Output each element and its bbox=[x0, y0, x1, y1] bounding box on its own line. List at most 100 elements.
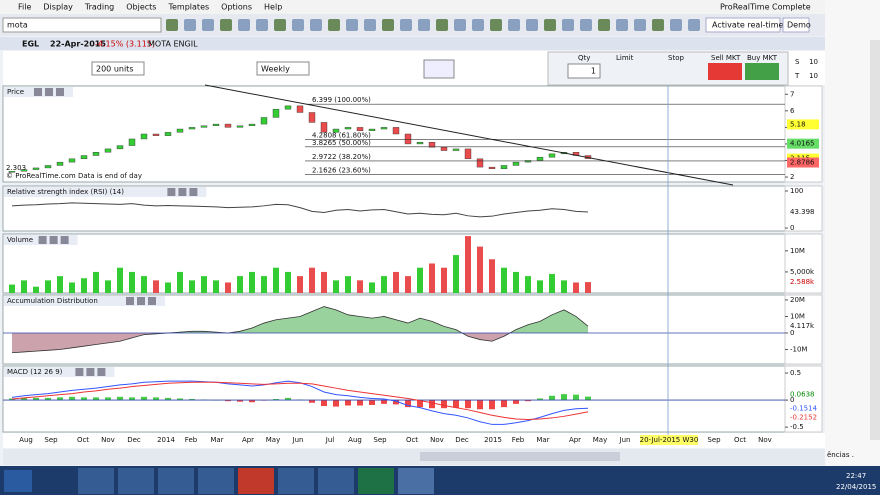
tool-icon[interactable] bbox=[526, 19, 538, 31]
task-app[interactable] bbox=[78, 468, 114, 494]
qty-input[interactable] bbox=[567, 63, 601, 79]
tool-icon[interactable] bbox=[418, 19, 430, 31]
tool-icon[interactable] bbox=[688, 19, 700, 31]
panel-button[interactable] bbox=[189, 188, 198, 196]
panel-button[interactable] bbox=[167, 188, 176, 196]
tool-icon[interactable] bbox=[616, 19, 628, 31]
panel-button[interactable] bbox=[34, 88, 42, 96]
candle bbox=[164, 132, 172, 136]
panel-button[interactable] bbox=[148, 297, 156, 305]
y-tick-label: 0 bbox=[790, 224, 794, 232]
tool-icon[interactable] bbox=[382, 19, 394, 31]
tool-icon[interactable] bbox=[364, 19, 376, 31]
tool-icon[interactable] bbox=[508, 19, 520, 31]
tool-icon[interactable] bbox=[328, 19, 340, 31]
tool-icon[interactable] bbox=[544, 19, 556, 31]
panel-button[interactable] bbox=[97, 368, 106, 376]
y-tick-label: 10M bbox=[790, 312, 805, 320]
demo-button[interactable] bbox=[782, 17, 810, 33]
histogram-bar bbox=[321, 400, 327, 407]
panel-button[interactable] bbox=[137, 297, 145, 305]
tool-icon[interactable] bbox=[490, 19, 502, 31]
buy-button[interactable] bbox=[745, 63, 779, 80]
tool-icon[interactable] bbox=[202, 19, 214, 31]
tool-icon[interactable] bbox=[310, 19, 322, 31]
task-app[interactable] bbox=[318, 468, 354, 494]
tool-icon[interactable] bbox=[472, 19, 484, 31]
histogram-bar bbox=[9, 398, 15, 401]
copyright: © ProRealTime.com Data is end of day bbox=[6, 172, 142, 180]
task-app[interactable] bbox=[118, 468, 154, 494]
tool-icon[interactable] bbox=[634, 19, 646, 31]
panel-button[interactable] bbox=[86, 368, 95, 376]
panel-button[interactable] bbox=[126, 297, 134, 305]
chart-type-button[interactable] bbox=[423, 59, 455, 79]
tool-icon[interactable] bbox=[238, 19, 250, 31]
search-box[interactable] bbox=[2, 17, 162, 33]
panel-button[interactable] bbox=[75, 368, 84, 376]
activate-text: Activate real-time bbox=[712, 21, 784, 30]
volume-bar bbox=[225, 282, 231, 293]
start-button[interactable] bbox=[4, 470, 32, 492]
panel-button[interactable] bbox=[45, 88, 53, 96]
menu-item[interactable]: Trading bbox=[84, 3, 114, 12]
tool-icon[interactable] bbox=[454, 19, 466, 31]
task-app[interactable] bbox=[238, 468, 274, 494]
panel-button[interactable] bbox=[56, 88, 64, 96]
tool-icon[interactable] bbox=[292, 19, 304, 31]
task-app[interactable] bbox=[398, 468, 434, 494]
x-tick-label: Mar bbox=[536, 436, 549, 444]
candle bbox=[272, 108, 280, 118]
histogram-bar bbox=[165, 397, 171, 401]
tool-icon[interactable] bbox=[436, 19, 448, 31]
area-negative bbox=[12, 332, 588, 353]
menu-item[interactable]: Help bbox=[264, 3, 282, 12]
volume-bar bbox=[513, 271, 519, 293]
indicator-line bbox=[11, 202, 589, 218]
tool-icon[interactable] bbox=[652, 19, 664, 31]
task-app[interactable] bbox=[198, 468, 234, 494]
candle bbox=[536, 156, 544, 161]
tool-icon[interactable] bbox=[166, 19, 178, 31]
scrollbar-thumb[interactable] bbox=[420, 452, 620, 461]
task-app[interactable] bbox=[358, 468, 394, 494]
period-select[interactable] bbox=[256, 61, 310, 76]
tool-icon[interactable] bbox=[184, 19, 196, 31]
activate-button[interactable] bbox=[705, 17, 781, 33]
panel-title-bg bbox=[4, 367, 115, 377]
panel-button[interactable] bbox=[60, 236, 69, 244]
task-app[interactable] bbox=[278, 468, 314, 494]
candle bbox=[308, 112, 316, 123]
candle bbox=[284, 105, 292, 110]
menu-item[interactable]: Objects bbox=[126, 3, 156, 12]
tool-icon[interactable] bbox=[346, 19, 358, 31]
volume-bar bbox=[21, 280, 27, 293]
units-select[interactable] bbox=[91, 61, 145, 76]
tool-icon[interactable] bbox=[670, 19, 682, 31]
candle bbox=[416, 142, 424, 145]
panel-button[interactable] bbox=[38, 236, 47, 244]
panel-button[interactable] bbox=[178, 188, 187, 196]
candle bbox=[260, 117, 268, 125]
last-value: 0.0638 bbox=[790, 391, 815, 399]
t-value: 10 bbox=[809, 72, 818, 80]
tool-icon[interactable] bbox=[580, 19, 592, 31]
task-app[interactable] bbox=[158, 468, 194, 494]
tool-icon[interactable] bbox=[256, 19, 268, 31]
tool-icon[interactable] bbox=[562, 19, 574, 31]
sell-button[interactable] bbox=[708, 63, 742, 80]
panel-button[interactable] bbox=[49, 236, 58, 244]
menu-item[interactable]: Options bbox=[221, 3, 252, 12]
candle bbox=[176, 128, 184, 133]
menu-item[interactable]: Templates bbox=[167, 3, 209, 12]
tool-icon[interactable] bbox=[220, 19, 232, 31]
last-value: -0.1514 bbox=[790, 404, 818, 412]
panel-title: MACD (12 26 9) bbox=[7, 368, 63, 376]
tool-icon[interactable] bbox=[400, 19, 412, 31]
menu-item[interactable]: File bbox=[18, 3, 31, 12]
menu-item[interactable]: Display bbox=[43, 3, 73, 12]
histogram-bar bbox=[345, 400, 351, 406]
x-tick-label: Aug bbox=[348, 436, 362, 444]
tool-icon[interactable] bbox=[274, 19, 286, 31]
tool-icon[interactable] bbox=[598, 19, 610, 31]
